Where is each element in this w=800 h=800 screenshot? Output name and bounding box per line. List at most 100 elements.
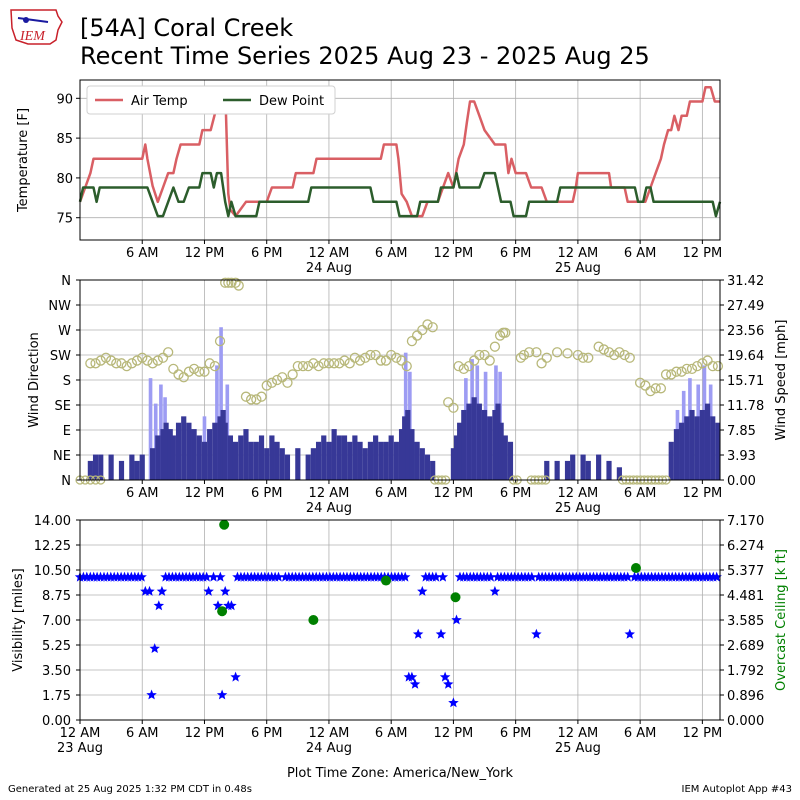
speed-bar <box>284 454 291 480</box>
speed-bar <box>694 416 700 480</box>
direction-point <box>469 355 480 366</box>
speed-bar <box>227 435 233 480</box>
y-tick-label: N <box>61 274 71 289</box>
direction-point <box>209 360 220 372</box>
gust-bar <box>148 378 153 480</box>
direction-point <box>344 358 355 369</box>
y2-tick-label: 5.377 <box>727 564 764 579</box>
x-tick-label: 6 AM <box>126 726 159 741</box>
speed-bar <box>424 454 431 480</box>
y2-axis-label: Overcast Ceiling [k ft] <box>774 549 789 691</box>
visibility-point <box>485 571 496 582</box>
visibility-point <box>153 600 165 611</box>
x-tick-label: 6 AM <box>624 246 657 261</box>
visibility-point <box>149 643 160 653</box>
speed-bar <box>495 403 501 480</box>
direction-point <box>220 277 231 288</box>
speed-bar <box>269 435 275 480</box>
speed-bar <box>710 416 716 480</box>
direction-point <box>230 277 241 288</box>
x-tick-label: 12 PM <box>682 246 722 261</box>
direction-point <box>303 360 314 372</box>
y2-tick-label: 11.78 <box>727 399 764 414</box>
direction-point <box>702 355 713 366</box>
title-line-2: Recent Time Series 2025 Aug 23 - 2025 Au… <box>80 42 650 70</box>
visibility-point <box>531 628 542 639</box>
speed-bar <box>331 429 337 480</box>
direction-point <box>380 355 392 366</box>
direction-point <box>650 383 661 394</box>
direction-point <box>518 349 530 361</box>
speed-bar <box>212 422 218 480</box>
speed-bar <box>668 441 674 480</box>
gust-bar <box>219 327 223 480</box>
speed-bar <box>466 403 472 480</box>
speed-bar <box>704 403 711 480</box>
y-tick-label: S <box>63 374 71 389</box>
speed-bar <box>585 460 591 480</box>
speed-bar <box>134 460 140 480</box>
y-tick-label: 7.00 <box>42 614 71 629</box>
y-tick-label: SW <box>50 349 71 364</box>
direction-point <box>339 355 350 366</box>
direction-point <box>323 358 335 369</box>
direction-point <box>562 348 573 359</box>
visibility-point <box>146 689 157 700</box>
iem-logo: IEM <box>8 6 64 50</box>
x-tick-label: 12 PM <box>185 246 225 261</box>
direction-point <box>391 352 402 363</box>
direction-point <box>183 366 195 377</box>
direction-point <box>479 349 490 361</box>
y2-tick-label: 15.71 <box>727 374 764 389</box>
direction-point <box>354 355 366 366</box>
speed-bar <box>181 416 187 480</box>
speed-bar <box>196 435 202 480</box>
visibility-point <box>216 689 228 700</box>
y2-tick-label: 1.792 <box>727 664 764 679</box>
direction-point <box>500 327 511 338</box>
x-tick-label: 6 PM <box>251 726 282 741</box>
x-tick-label: 6 PM <box>251 246 282 261</box>
visibility-point <box>451 614 462 625</box>
direction-point <box>116 358 127 369</box>
y2-tick-label: 4.481 <box>727 589 764 604</box>
visibility-point <box>624 628 635 639</box>
direction-point <box>375 355 386 366</box>
direction-point <box>204 358 215 369</box>
direction-point <box>671 366 682 377</box>
x-tick-label: 12 PM <box>434 486 474 501</box>
direction-point <box>655 383 667 394</box>
y2-tick-label: 7.85 <box>727 424 756 439</box>
direction-point <box>474 349 485 361</box>
speed-bar <box>679 422 685 480</box>
direction-point <box>484 355 495 366</box>
direction-point <box>178 372 189 383</box>
speed-bar <box>352 435 358 480</box>
direction-point <box>712 360 724 372</box>
direction-point <box>246 394 257 405</box>
plot-frame <box>79 519 721 721</box>
direction-point <box>593 341 604 352</box>
visibility-point <box>443 678 454 689</box>
x-tick-label: 12 PM <box>434 726 474 741</box>
direction-point <box>681 363 692 375</box>
speed-bar <box>326 441 332 480</box>
x-tick-label: 12 AM <box>60 726 101 741</box>
direction-point <box>328 358 340 369</box>
y2-tick-label: 31.42 <box>727 274 764 289</box>
speed-bar <box>673 429 680 480</box>
visibility-point <box>156 585 168 596</box>
speed-bar <box>554 460 560 480</box>
direction-point <box>443 397 454 408</box>
speed-bar <box>222 422 228 480</box>
speed-bar <box>388 435 394 480</box>
y-tick-label: N <box>61 474 71 489</box>
direction-point <box>199 366 210 377</box>
title-line-1: [54A] Coral Creek <box>80 14 294 42</box>
direction-point <box>194 366 205 377</box>
speed-bar <box>398 429 405 480</box>
direction-point <box>173 369 184 380</box>
direction-point <box>313 360 324 372</box>
y2-tick-label: 2.689 <box>727 639 764 654</box>
y-tick-label: 12.25 <box>34 539 71 554</box>
